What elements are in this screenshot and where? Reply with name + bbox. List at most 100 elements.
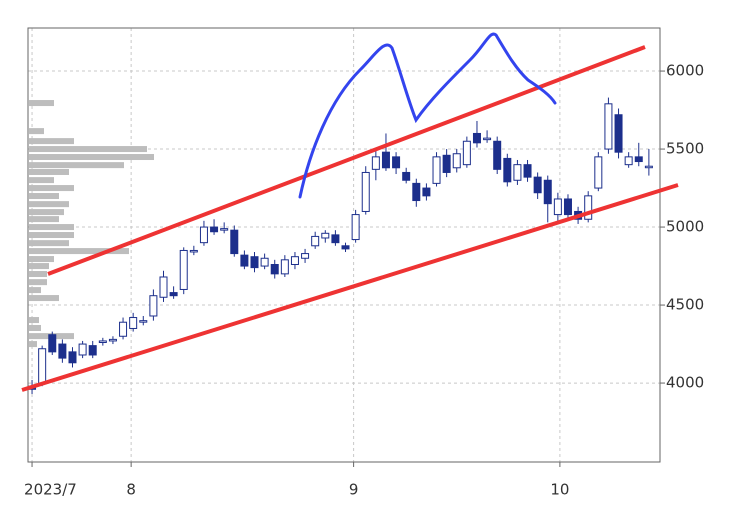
candle-body [634, 156, 643, 163]
candle-body [472, 132, 481, 144]
volume-profile-bar [29, 209, 64, 216]
volume-profile-bar [29, 263, 49, 270]
candle-body [503, 157, 512, 183]
y-tick-label: 6000 [666, 62, 704, 80]
candle-body [129, 317, 138, 329]
candle-body [78, 343, 87, 356]
plot-frame [27, 27, 661, 463]
y-tick-label: 4000 [666, 374, 704, 392]
candle-body [442, 154, 451, 173]
candle-body [584, 195, 593, 220]
volume-profile-bar [29, 317, 39, 324]
volume-profile-bar [29, 216, 59, 223]
volume-profile-bar [29, 287, 41, 294]
candle-body [149, 295, 158, 317]
trend-line-upper [47, 45, 646, 276]
y-tick-label: 4500 [666, 296, 704, 314]
candle-body [270, 264, 279, 275]
candle-body [159, 276, 168, 298]
volume-profile-bar [29, 295, 59, 302]
volume-profile-bar [29, 271, 47, 278]
candle-body [38, 348, 47, 384]
candle-body [624, 156, 633, 166]
candle-body [381, 151, 390, 169]
candle-body [493, 140, 502, 170]
candle-body [58, 343, 67, 359]
volume-profile-bar [29, 185, 74, 192]
candle-body [462, 140, 471, 166]
candle-body [402, 171, 411, 181]
candle-body [68, 351, 77, 364]
volume-profile-bar [29, 341, 37, 348]
candle-body [119, 321, 128, 337]
candle-body [392, 156, 401, 169]
volume-profile-bar [29, 248, 129, 255]
candle-body [563, 198, 572, 216]
volume-profile-bar [29, 279, 47, 286]
volume-profile-bar [29, 162, 124, 169]
x-tick-label: 9 [349, 481, 359, 499]
candle-body [230, 229, 239, 255]
volume-profile-bar [29, 128, 44, 135]
candle-body [604, 103, 613, 150]
candle-body [614, 114, 623, 153]
candle-body [311, 235, 320, 247]
volume-profile-bar [29, 100, 54, 107]
candle-body [412, 182, 421, 202]
candle-body [533, 176, 542, 194]
candle-body [543, 179, 552, 205]
volume-profile-bar [29, 324, 41, 331]
volume-profile-bar [29, 177, 54, 184]
candle-body [220, 228, 229, 231]
candle-body [139, 320, 148, 323]
volume-profile-bar [29, 232, 74, 239]
candle-body [98, 340, 107, 344]
candle-body [513, 164, 522, 181]
candle-body [351, 214, 360, 241]
candle-body [422, 187, 431, 197]
candle-body [594, 156, 603, 189]
plot-area [28, 28, 665, 467]
volume-profile-bar [29, 138, 74, 145]
candle-body [240, 254, 249, 267]
y-tick-label: 5500 [666, 140, 704, 158]
candle-body [48, 334, 57, 353]
candle-body [260, 257, 269, 267]
candle-body [280, 259, 289, 275]
candle-body [483, 137, 492, 141]
candle-body [331, 234, 340, 244]
candle-body [361, 171, 370, 212]
candle-body [553, 198, 562, 216]
candle-body [250, 256, 259, 269]
volume-profile-bar [29, 193, 59, 200]
hand-drawn-annotation [298, 32, 557, 199]
candle-body [179, 249, 188, 290]
candle-body [290, 256, 299, 266]
y-tick-label: 5000 [666, 218, 704, 236]
candle-body [432, 156, 441, 184]
volume-profile-bar [29, 224, 74, 231]
candle-body [523, 164, 532, 178]
candle-body [371, 156, 380, 170]
candle-body [199, 226, 208, 244]
volume-profile-bar [29, 168, 69, 175]
trend-line-lower [21, 183, 679, 392]
candle-body [169, 292, 178, 297]
candle-body [88, 345, 97, 356]
x-tick-label: 8 [126, 481, 136, 499]
candle-body [341, 245, 350, 250]
volume-profile-bar [29, 154, 154, 161]
volume-profile-bar [29, 146, 147, 153]
candle-body [301, 253, 310, 259]
volume-profile-bar [29, 201, 69, 208]
candle-body [644, 165, 653, 169]
x-tick-label: 10 [550, 481, 569, 499]
volume-profile-bar [29, 240, 69, 247]
candle-body [452, 153, 461, 169]
x-tick-label: 2023/7 [24, 481, 77, 499]
candle-body [189, 249, 198, 253]
candle-body [321, 232, 330, 239]
volume-profile-bar [29, 256, 54, 263]
